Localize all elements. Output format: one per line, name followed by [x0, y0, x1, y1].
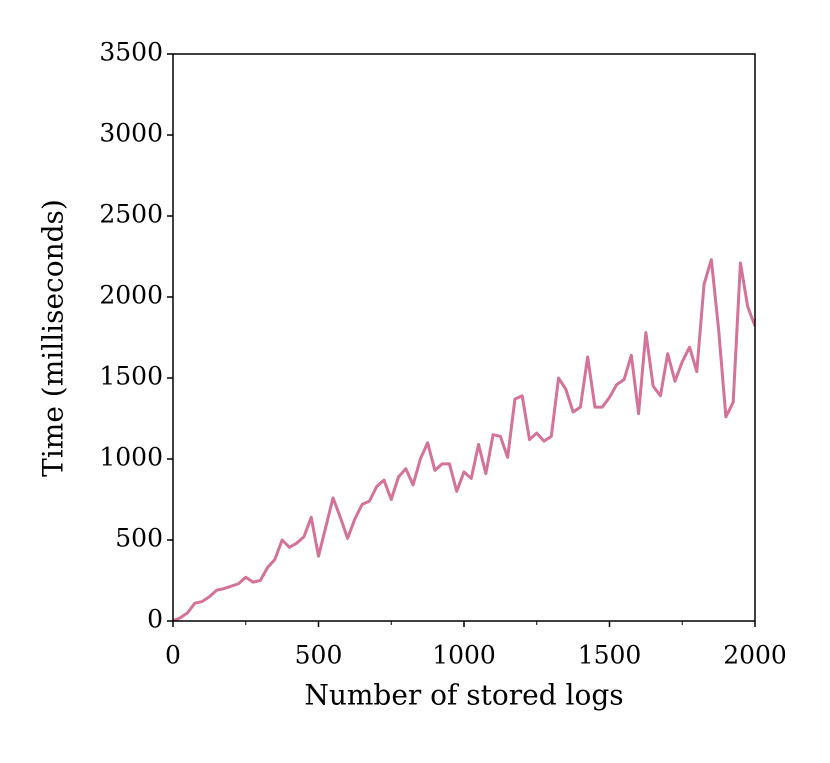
x-tick-label: 2000 [723, 641, 787, 670]
x-tick-label: 1500 [578, 641, 642, 670]
y-tick-label: 1500 [99, 362, 163, 391]
x-tick-label: 1000 [432, 641, 496, 670]
y-axis-label: Time (milliseconds) [37, 199, 70, 477]
y-tick-label: 3500 [99, 38, 163, 67]
y-tick-label: 1000 [99, 443, 163, 472]
x-tick-label: 500 [295, 641, 343, 670]
y-tick-label: 500 [115, 524, 163, 553]
x-tick-label: 0 [165, 641, 181, 670]
data-line [173, 258, 755, 621]
y-tick-label: 2500 [99, 200, 163, 229]
x-axis-label: Number of stored logs [304, 679, 623, 712]
y-tick-label: 2000 [99, 281, 163, 310]
plot-frame [172, 53, 756, 622]
y-tick-label: 3000 [99, 119, 163, 148]
y-tick-label: 0 [147, 605, 163, 634]
